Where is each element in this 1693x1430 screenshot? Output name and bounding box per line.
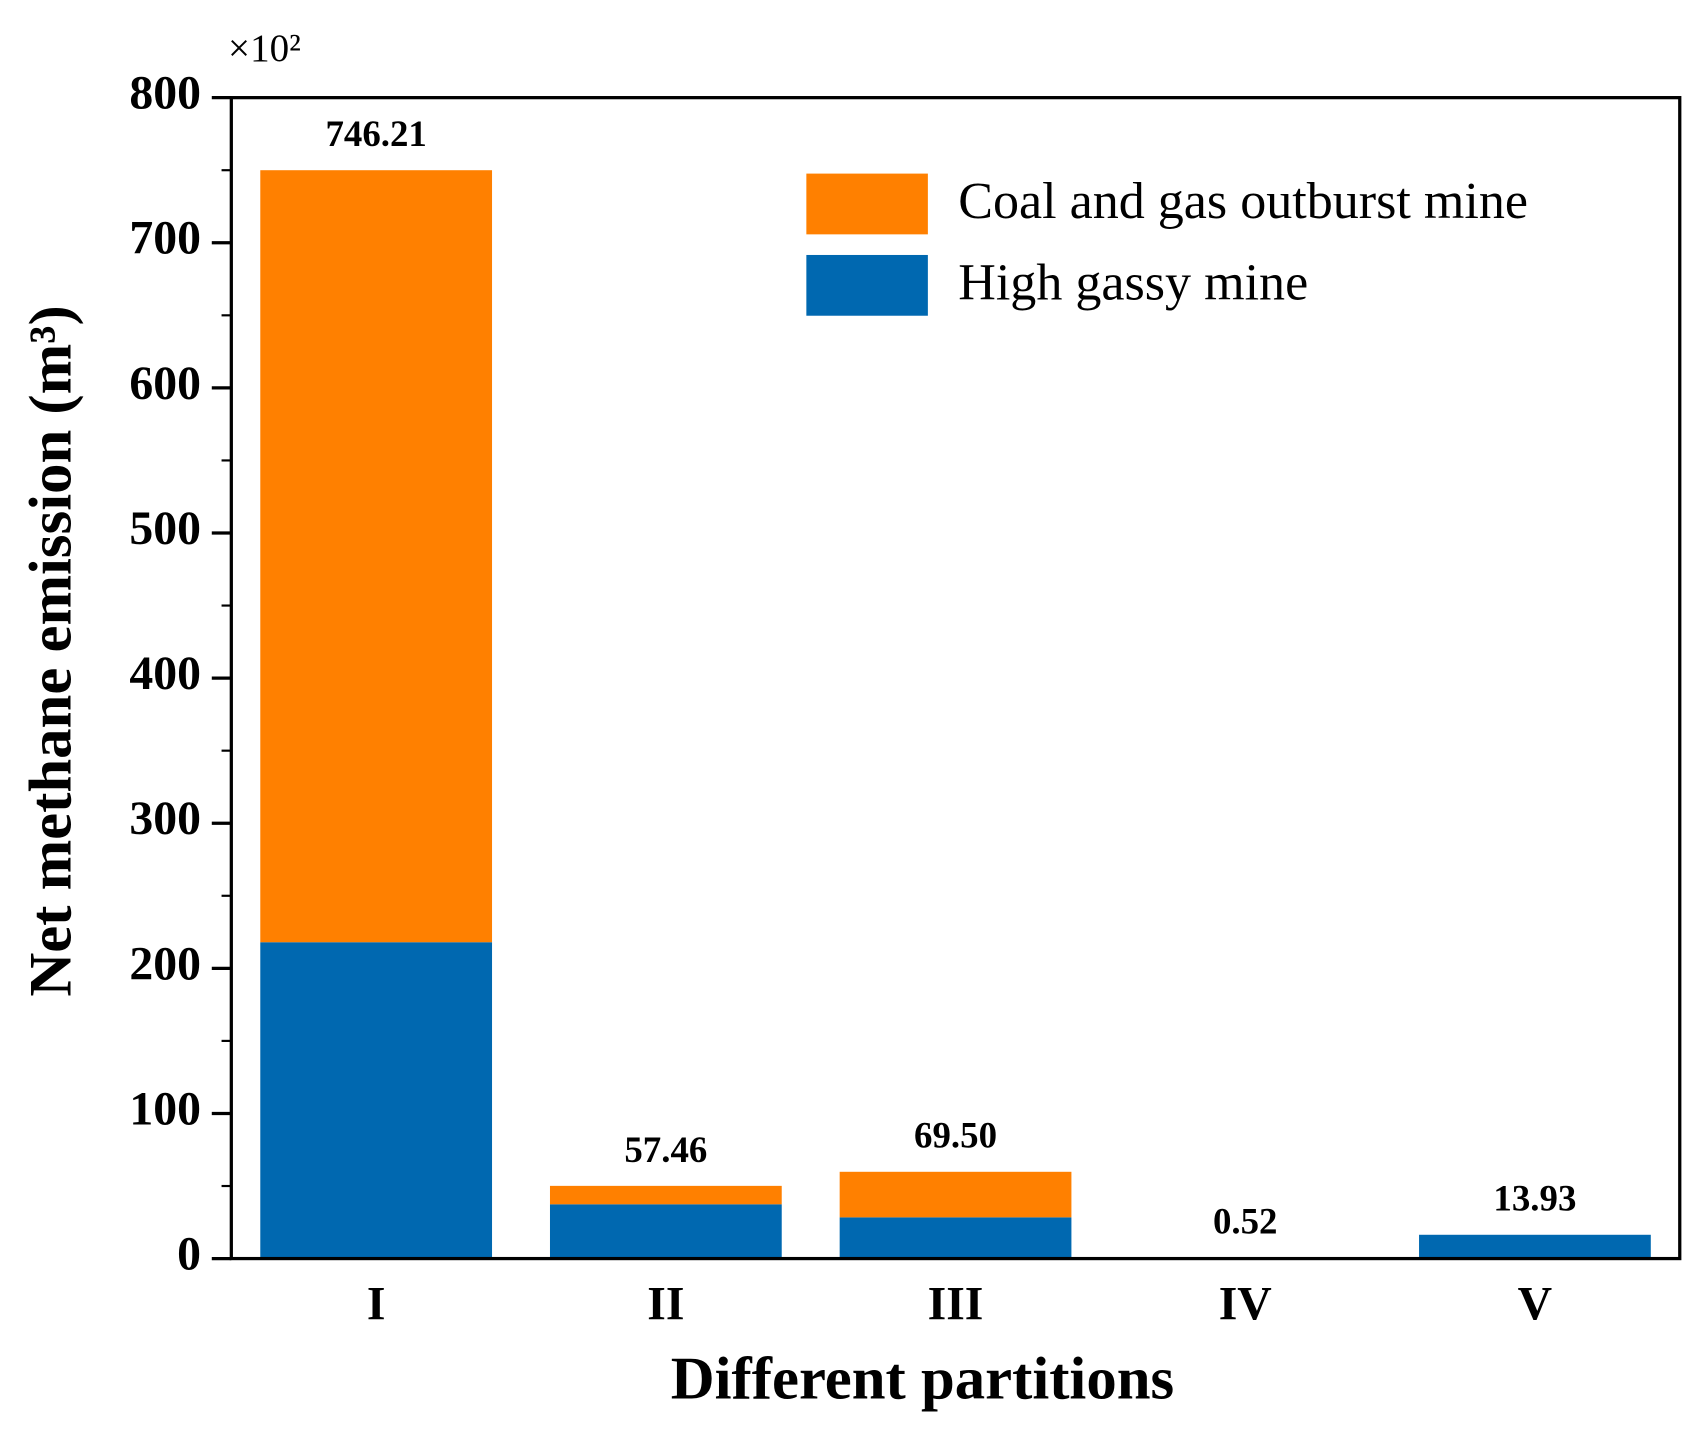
y-axis-title: Net methane emission (m³): [18, 305, 85, 996]
y-tick-label: 600: [129, 357, 201, 410]
data-label: 57.46: [624, 1129, 707, 1170]
x-tick-label: I: [367, 1277, 386, 1330]
x-tick-label: V: [1518, 1277, 1552, 1330]
legend-swatch: [806, 254, 928, 316]
x-tick-label: II: [647, 1277, 684, 1330]
y-tick-label: 700: [129, 212, 201, 265]
y-tick-label: 400: [129, 647, 201, 700]
data-label: 13.93: [1493, 1178, 1576, 1219]
data-label: 746.21: [325, 113, 426, 154]
y-tick-label: 500: [129, 502, 201, 555]
data-label: 0.52: [1213, 1201, 1278, 1242]
legend-swatch: [806, 173, 928, 235]
bar-segment: [549, 1185, 782, 1205]
y-tick-label: 200: [129, 937, 201, 990]
x-tick-label: IV: [1219, 1277, 1272, 1330]
bar-segment: [260, 942, 493, 1259]
axis-multiplier: ×10²: [228, 27, 301, 70]
bar-segment: [839, 1171, 1072, 1218]
y-tick-label: 100: [129, 1082, 201, 1135]
legend-label: High gassy mine: [958, 254, 1308, 311]
plot-frame: [229, 96, 1682, 1261]
bar-segment: [549, 1204, 782, 1259]
y-tick-label: 300: [129, 792, 201, 845]
y-tick-label: 800: [129, 67, 201, 120]
bar-segment: [839, 1217, 1072, 1259]
bar-segment: [260, 170, 493, 943]
legend-label: Coal and gas outburst mine: [958, 173, 1528, 230]
data-label: 69.50: [914, 1115, 997, 1156]
x-tick-label: III: [928, 1277, 984, 1330]
x-axis-title: Different partitions: [671, 1345, 1174, 1412]
bar-segment: [1419, 1234, 1651, 1259]
y-tick-label: 0: [177, 1228, 201, 1281]
